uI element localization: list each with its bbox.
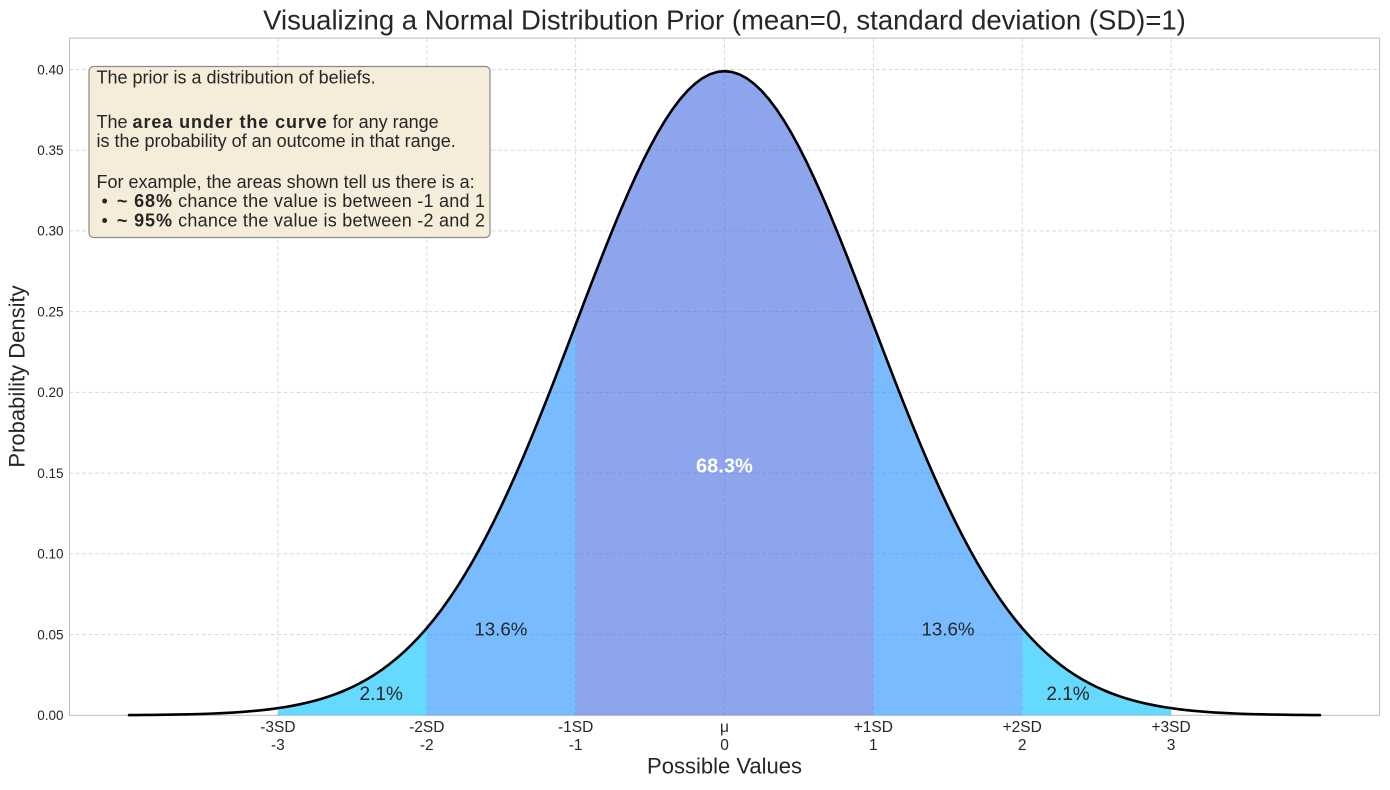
svg-text:+2SD: +2SD xyxy=(1003,719,1042,736)
svg-text:2.1%: 2.1% xyxy=(360,684,403,705)
svg-text:0.00: 0.00 xyxy=(37,708,63,723)
svg-text:-3: -3 xyxy=(271,737,285,754)
svg-text:0.40: 0.40 xyxy=(37,62,63,77)
svg-text:0.20: 0.20 xyxy=(37,385,63,400)
svg-text:Probability Density: Probability Density xyxy=(5,285,30,467)
svg-text:+1SD: +1SD xyxy=(854,719,893,736)
svg-text:The area under the curve for a: The area under the curve for any range xyxy=(97,112,439,132)
svg-text:2: 2 xyxy=(1018,737,1027,754)
svg-text:1: 1 xyxy=(869,737,878,754)
svg-text:0: 0 xyxy=(720,737,729,754)
svg-text:68.3%: 68.3% xyxy=(696,456,753,478)
svg-text:2.1%: 2.1% xyxy=(1046,684,1089,705)
svg-text:13.6%: 13.6% xyxy=(922,618,975,639)
svg-text:μ: μ xyxy=(720,719,729,736)
svg-text:For example, the areas shown t: For example, the areas shown tell us the… xyxy=(97,172,475,192)
svg-text:0.05: 0.05 xyxy=(37,627,63,642)
svg-text:Possible Values: Possible Values xyxy=(647,753,802,778)
svg-text:0.25: 0.25 xyxy=(37,304,63,319)
svg-text:-2SD: -2SD xyxy=(409,719,444,736)
svg-text:is the probability of an outco: is the probability of an outcome in that… xyxy=(97,131,456,151)
svg-text:+3SD: +3SD xyxy=(1151,719,1190,736)
svg-text:0.15: 0.15 xyxy=(37,466,63,481)
svg-text:13.6%: 13.6% xyxy=(474,618,527,639)
svg-text:3: 3 xyxy=(1167,737,1176,754)
svg-text:-1: -1 xyxy=(569,737,583,754)
svg-text:0.35: 0.35 xyxy=(37,143,63,158)
svg-text:-2: -2 xyxy=(420,737,434,754)
svg-text:Visualizing a Normal Distribut: Visualizing a Normal Distribution Prior … xyxy=(263,5,1186,36)
svg-text:• ~ 68% chance the value is be: • ~ 68% chance the value is between -1 a… xyxy=(97,191,486,211)
svg-text:-3SD: -3SD xyxy=(260,719,295,736)
svg-text:0.30: 0.30 xyxy=(37,224,63,239)
svg-text:• ~ 95% chance the value is be: • ~ 95% chance the value is between -2 a… xyxy=(97,211,486,231)
svg-text:0.10: 0.10 xyxy=(37,547,63,562)
svg-text:The prior is a distribution of: The prior is a distribution of beliefs. xyxy=(97,68,376,88)
svg-text:-1SD: -1SD xyxy=(558,719,593,736)
